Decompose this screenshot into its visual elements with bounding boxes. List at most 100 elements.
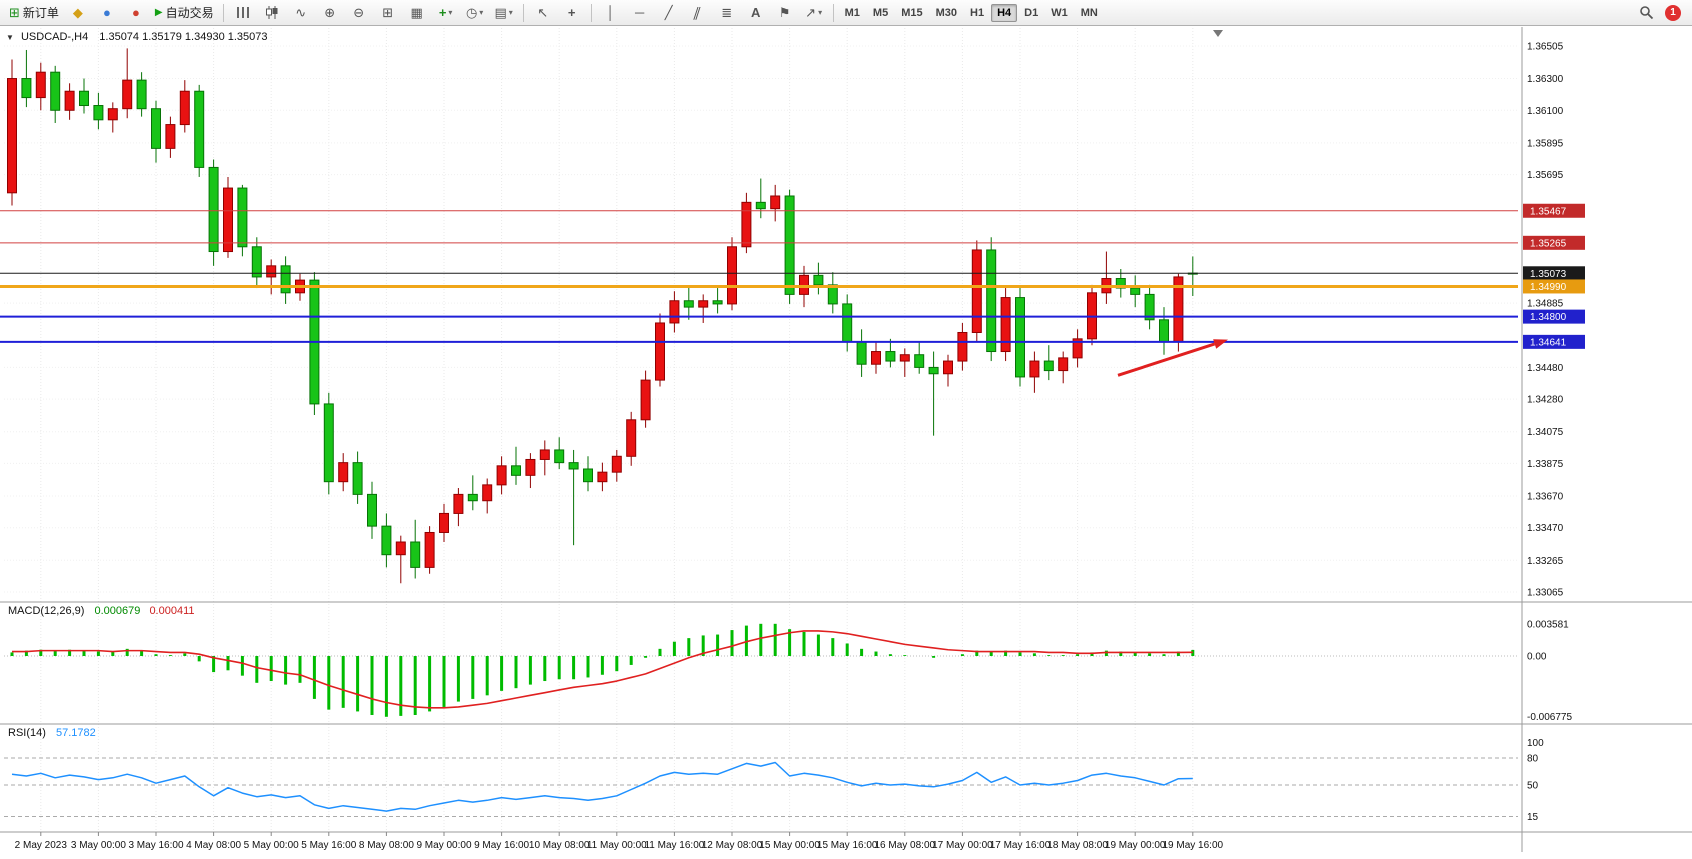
time-axis-label: 17 May 00:00	[932, 840, 993, 851]
rsi-axis-label: 80	[1527, 754, 1539, 765]
periods-button[interactable]: ◷ ▾	[461, 2, 489, 24]
cursor-icon: ↖	[537, 5, 549, 20]
candle-body	[79, 90, 89, 107]
candle-body	[194, 90, 205, 168]
label-tool-button[interactable]: ⚑	[771, 2, 799, 24]
chevron-down-icon: ▾	[818, 7, 823, 17]
rsi-axis-label: 15	[1527, 812, 1539, 823]
fibonacci-icon: ≣	[721, 5, 733, 20]
search-button[interactable]	[1632, 2, 1660, 24]
macd-title: MACD(12,26,9)	[8, 605, 85, 617]
candle-body	[453, 493, 464, 514]
arrows-tool-icon: ↗	[805, 5, 817, 20]
candle-body	[395, 541, 406, 556]
price-axis: 1.36505 1.36300 1.36100 1.35895 1.35695 1.348…	[1527, 42, 1572, 824]
add-indicator-button[interactable]: + ▾	[432, 2, 460, 24]
fibonacci-tool-button[interactable]: ≣	[713, 2, 741, 24]
pane-separators	[0, 27, 1692, 852]
candle-body	[381, 525, 392, 556]
time-axis-label: 2 May 2023	[15, 840, 68, 851]
candle-body	[554, 449, 565, 464]
candle-body	[683, 300, 694, 308]
price-axis-label: 1.33265	[1527, 556, 1564, 567]
price-axis-label: 1.33670	[1527, 491, 1564, 502]
vertical-line-tool-button[interactable]: │	[597, 2, 625, 24]
zoom-out-button[interactable]: ⊖	[345, 2, 373, 24]
timeframe-button-m1[interactable]: M1	[844, 6, 860, 19]
bar-chart-button[interactable]	[229, 2, 257, 24]
candle-body	[1072, 338, 1083, 359]
timeframe-button-w1[interactable]: W1	[1051, 6, 1068, 19]
price-badge	[1523, 235, 1585, 250]
candle-body	[179, 90, 190, 126]
timeframe-button-mn[interactable]: MN	[1080, 6, 1098, 19]
horizontal-line-objects[interactable]: 1.35467 1.35265 1.35073 1.34990 1.34800 1.346…	[0, 203, 1585, 349]
candle-body	[251, 246, 262, 278]
template-button[interactable]: ▤ ▾	[490, 2, 518, 24]
one-click-trading-toggle[interactable]: ▼	[6, 33, 14, 42]
candle-body	[1000, 297, 1011, 353]
timeframe-button-m30[interactable]: M30	[935, 6, 958, 19]
time-axis-label: 5 May 16:00	[301, 840, 356, 851]
time-axis: 2 May 2023 3 May 00:00 3 May 16:00 4 May 08…	[15, 832, 1224, 851]
candle-body	[35, 71, 46, 99]
candle-body	[1043, 360, 1054, 372]
grid	[4, 28, 1518, 832]
price-axis-label: 1.35695	[1527, 170, 1564, 181]
candle-body	[971, 249, 982, 333]
candle-body	[424, 531, 435, 568]
cursor-tool-button[interactable]: ↖	[529, 2, 557, 24]
timeframe-button-h4[interactable]: H4	[991, 3, 1018, 22]
price-badge-label: 1.34641	[1530, 337, 1567, 348]
chart-shift-marker[interactable]	[1213, 30, 1223, 37]
horizontal-line-icon: ─	[635, 5, 645, 20]
community-icon: ●	[102, 5, 111, 20]
horizontal-line-tool-button[interactable]: ─	[626, 2, 654, 24]
candle-body	[237, 187, 248, 248]
candle-body	[784, 195, 795, 295]
cascade-windows-button[interactable]: ▦	[403, 2, 431, 24]
timeframe-button-m5[interactable]: M5	[872, 6, 889, 19]
price-badge	[1523, 266, 1585, 281]
trend-arrow-annotation[interactable]	[1117, 339, 1228, 377]
timeframe-button-d1[interactable]: D1	[1024, 6, 1039, 19]
main-toolbar: ⊞ 新订单 ◆ ● ● ▶ 自动交易 ∿ ⊕	[0, 0, 1692, 26]
candle-body	[64, 90, 75, 111]
arrow-shaft[interactable]	[1117, 342, 1216, 377]
chevron-down-icon: ▾	[479, 7, 484, 17]
zoom-in-button[interactable]: ⊕	[316, 2, 344, 24]
arrow-head	[1213, 339, 1228, 349]
timeframe-button-m15[interactable]: M15	[901, 6, 923, 19]
arrows-tool-button[interactable]: ↗ ▾	[800, 2, 828, 24]
new-order-icon: ⊞	[9, 5, 20, 20]
auto-trading-button[interactable]: ▶ 自动交易	[151, 2, 218, 24]
text-tool-button[interactable]: A	[742, 2, 770, 24]
timeframe-button-h1[interactable]: H1	[970, 6, 985, 19]
candle-body	[698, 300, 709, 308]
candle-body	[367, 493, 377, 527]
ohlc-values: 1.35074 1.35179 1.34930 1.35073	[99, 31, 268, 43]
community-button[interactable]: ●	[93, 2, 121, 24]
time-axis-label: 15 May 00:00	[759, 840, 820, 851]
time-axis-label: 12 May 08:00	[702, 840, 763, 851]
line-chart-button[interactable]: ∿	[287, 2, 315, 24]
candlestick-chart-button[interactable]	[258, 2, 286, 24]
candle-body	[741, 201, 752, 248]
add-indicator-icon: +	[438, 5, 447, 20]
candle-body	[813, 274, 824, 286]
trendline-tool-button[interactable]: ╱	[655, 2, 683, 24]
candle-body	[799, 274, 809, 295]
time-axis-label: 19 May 16:00	[1162, 840, 1223, 851]
notification-badge[interactable]: 1	[1665, 4, 1681, 21]
equidistant-channel-icon: ∥	[691, 5, 704, 20]
channel-tool-button[interactable]: ∥	[684, 2, 712, 24]
new-order-button[interactable]: ⊞ 新订单	[5, 2, 63, 24]
rsi-axis-label: 50	[1527, 781, 1539, 792]
candle-body	[770, 195, 781, 210]
candle-body	[1115, 278, 1126, 289]
metaeditor-button[interactable]: ◆	[64, 2, 92, 24]
market-button[interactable]: ●	[122, 2, 150, 24]
crosshair-tool-button[interactable]: +	[558, 2, 586, 24]
tile-windows-button[interactable]: ⊞	[374, 2, 402, 24]
